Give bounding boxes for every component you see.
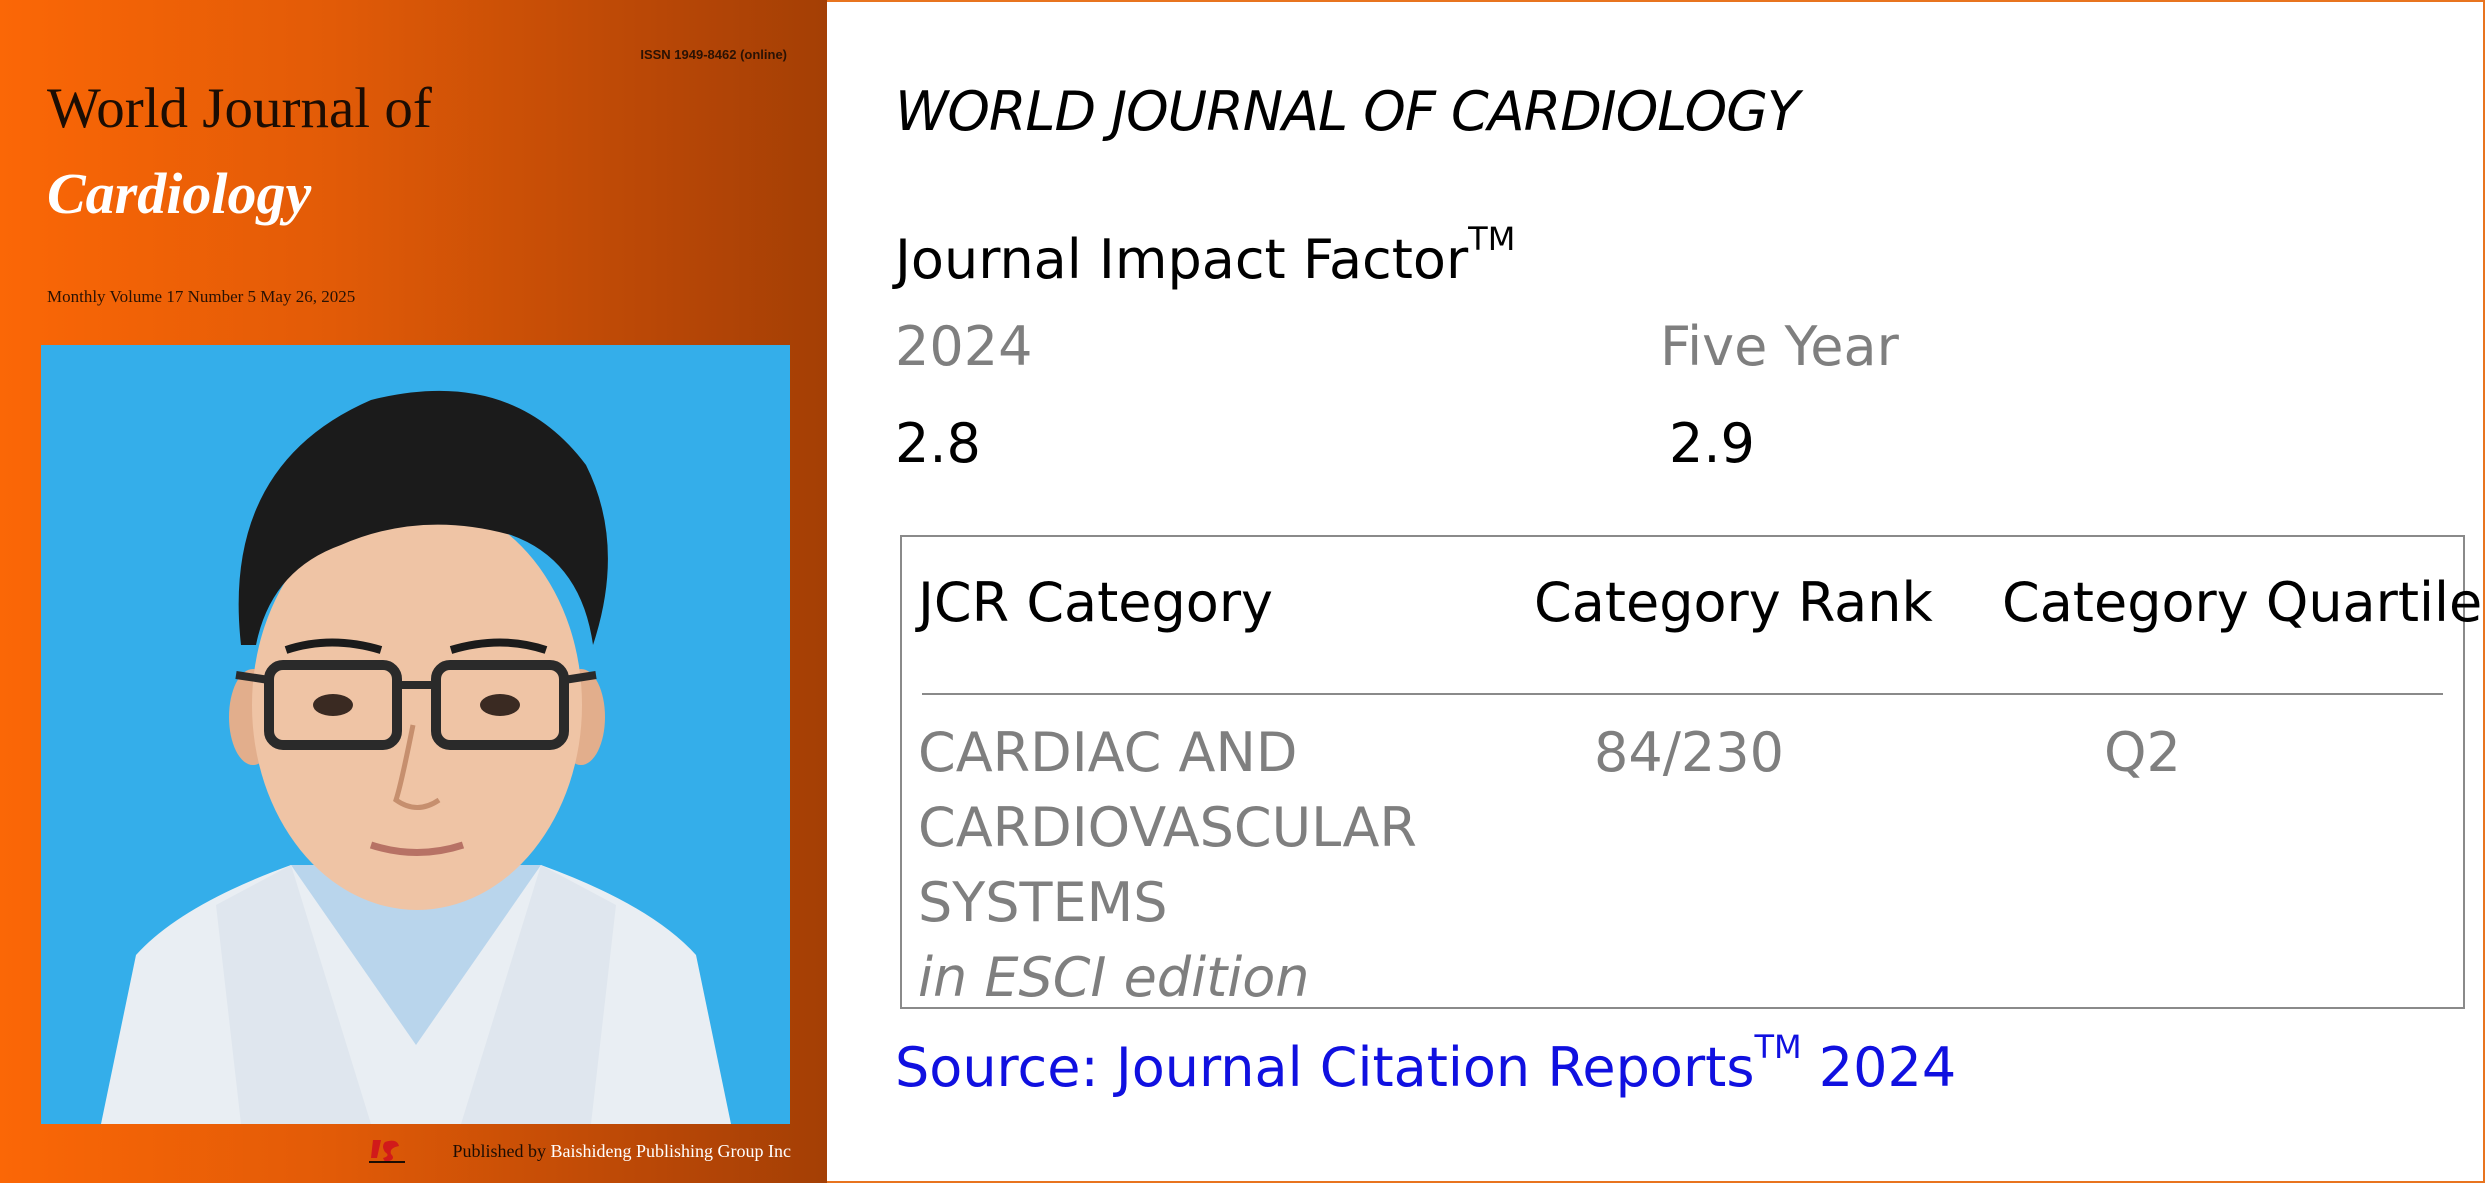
portrait-illustration	[41, 345, 790, 1124]
category-edition: in ESCI edition	[918, 946, 1310, 1009]
category-quartile-header: Category Quartile	[2002, 571, 2483, 634]
year-impact-value: 2.8	[895, 412, 981, 475]
journal-cover: ISSN 1949-8462 (online) World Journal of…	[0, 0, 827, 1183]
source-text: Source: Journal Citation Reports	[895, 1036, 1755, 1099]
publisher-name: Baishideng Publishing Group Inc	[550, 1141, 792, 1161]
cover-title-line2: Cardiology	[47, 161, 312, 226]
source-trademark: TM	[1754, 1028, 1802, 1066]
cover-title-line1: World Journal of	[47, 77, 432, 140]
impact-factor-label: Journal Impact Factor	[895, 228, 1469, 291]
category-line: SYSTEMS	[918, 871, 1168, 934]
jcr-category-header: JCR Category	[918, 571, 1273, 634]
jcr-table: JCR Category Category Rank Category Quar…	[900, 535, 2482, 1009]
category-rank-value: 84/230	[1594, 721, 1784, 784]
cover-portrait-photo	[41, 345, 790, 1124]
category-line: CARDIAC AND	[918, 721, 1298, 784]
journal-title: WORLD JOURNAL OF CARDIOLOGY	[895, 80, 1800, 143]
table-divider	[922, 693, 2443, 695]
publisher-logo-icon	[369, 1140, 405, 1163]
jcr-category-cell: CARDIAC AND CARDIOVASCULAR SYSTEMS in ES…	[918, 715, 1417, 1015]
published-by-label: Published by	[452, 1141, 546, 1161]
cover-issn: ISSN 1949-8462 (online)	[640, 47, 787, 62]
impact-factor-heading: Journal Impact FactorTM	[895, 220, 1515, 291]
year-label: 2024	[895, 315, 1033, 378]
five-year-label: Five Year	[1660, 315, 1899, 378]
five-year-impact-value: 2.9	[1669, 412, 1755, 475]
impact-factor-trademark: TM	[1468, 220, 1516, 258]
cover-volume-line: Monthly Volume 17 Number 5 May 26, 2025	[47, 287, 356, 306]
category-quartile-value: Q2	[2104, 721, 2181, 784]
source-year: 2024	[1801, 1036, 1957, 1099]
cover-publisher: Published by Baishideng Publishing Group…	[452, 1141, 791, 1162]
category-rank-header: Category Rank	[1534, 571, 1933, 634]
source-line: Source: Journal Citation ReportsTM 2024	[895, 1028, 1957, 1099]
category-line: CARDIOVASCULAR	[918, 796, 1417, 859]
